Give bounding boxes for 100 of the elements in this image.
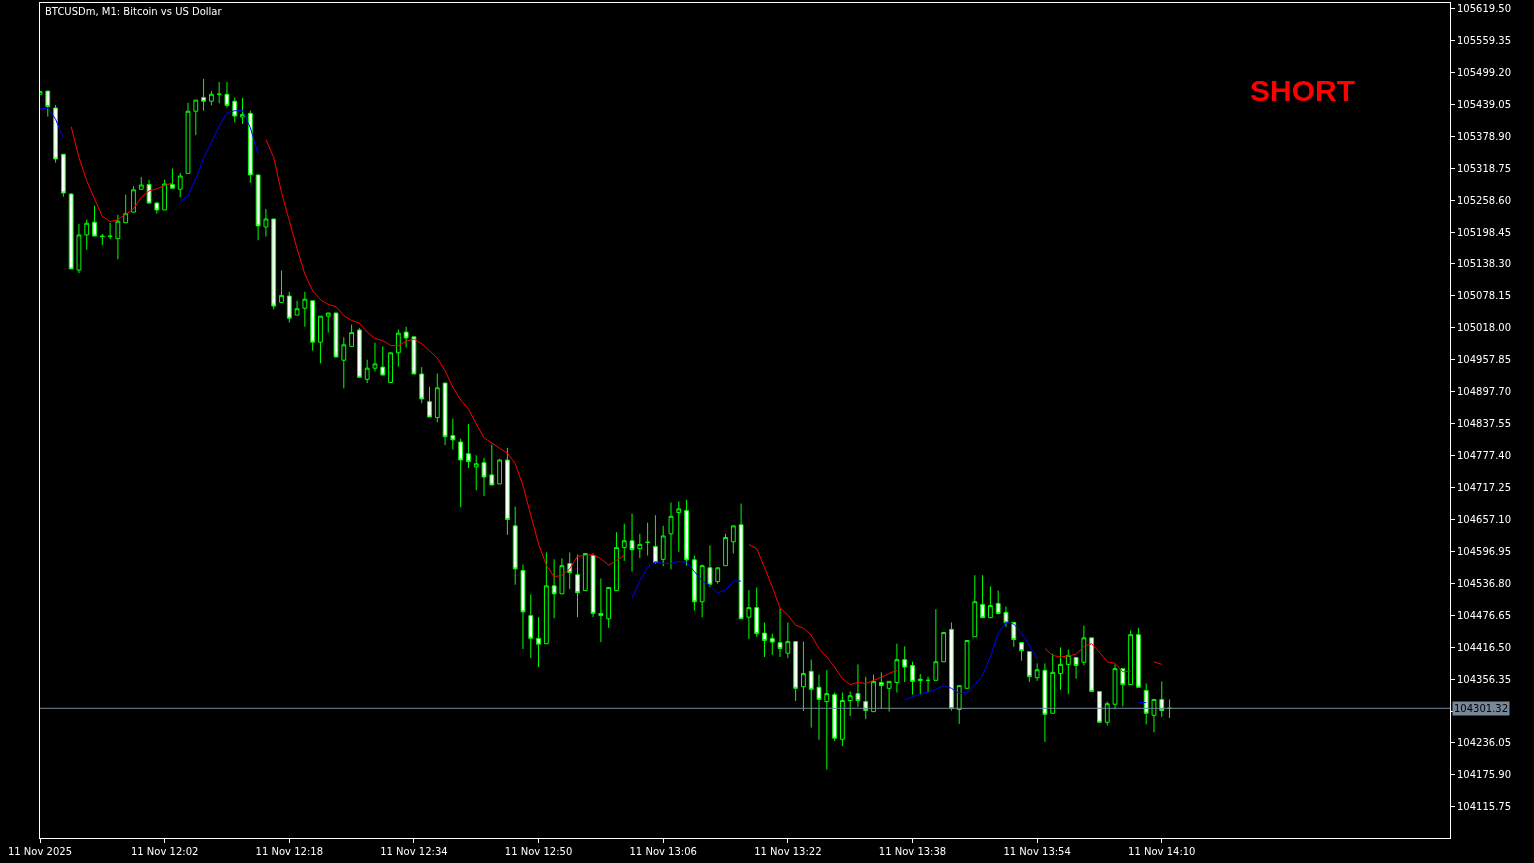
candlestick <box>730 525 736 554</box>
y-tick-label: 105018.00 <box>1457 322 1512 334</box>
y-tick-label: 104236.05 <box>1457 737 1512 749</box>
candlestick <box>208 90 214 106</box>
y-tick-label: 105078.15 <box>1457 290 1512 302</box>
candlestick <box>76 223 82 274</box>
candlestick <box>995 590 1001 616</box>
candlestick <box>582 552 588 592</box>
candlestick <box>941 632 947 663</box>
candlestick <box>1112 663 1118 711</box>
candlestick <box>1120 668 1126 707</box>
candlestick <box>1073 657 1079 680</box>
candlestick <box>1151 698 1157 733</box>
candlestick <box>1135 627 1141 688</box>
candlestick <box>949 621 954 712</box>
candlestick <box>754 586 760 638</box>
y-tick-label: 104356.35 <box>1457 673 1512 685</box>
candlestick <box>621 523 627 562</box>
candlestick <box>964 640 970 689</box>
y-tick-label: 104717.25 <box>1457 482 1512 493</box>
y-tick-label: 105138.30 <box>1457 258 1512 270</box>
candlestick <box>785 621 791 659</box>
x-tick-label: 11 Nov 12:02 <box>130 846 199 857</box>
candlestick <box>863 676 869 720</box>
candlestick <box>68 192 74 270</box>
candlestick <box>419 366 425 404</box>
x-tick-label: 11 Nov 12:18 <box>255 846 323 857</box>
candlestick <box>99 233 105 246</box>
candlestick <box>193 99 199 136</box>
candlestick <box>1097 690 1102 723</box>
candlestick <box>894 643 900 694</box>
y-tick-label: 105439.05 <box>1457 98 1512 110</box>
candlestick <box>520 564 526 650</box>
candlestick <box>512 506 518 586</box>
candlestick <box>839 692 845 747</box>
y-tick-label: 104777.40 <box>1457 450 1512 462</box>
y-tick-label: 105198.45 <box>1457 226 1512 238</box>
candlestick <box>154 201 160 215</box>
annotation: SHORT <box>1250 74 1355 107</box>
candlestick <box>372 342 378 372</box>
candlestick <box>653 514 658 565</box>
candlestick <box>777 608 783 658</box>
candlestick <box>816 673 822 741</box>
x-tick-label: 11 Nov 13:54 <box>1003 846 1071 857</box>
candlestick <box>559 557 565 595</box>
candlestick <box>847 690 853 717</box>
y-tick-label: 105499.20 <box>1457 66 1512 78</box>
candlestick <box>473 454 479 491</box>
candlestick <box>123 194 129 224</box>
candlestick <box>1034 662 1040 682</box>
candlestick <box>808 659 814 729</box>
candlestick <box>1128 629 1134 686</box>
candlestick <box>45 90 51 118</box>
x-tick-label: 11 Nov 12:34 <box>380 846 448 857</box>
candlestick <box>871 673 876 713</box>
candlestick <box>92 205 97 237</box>
candlestick <box>902 645 908 683</box>
candlestick <box>271 218 277 310</box>
candlestick <box>1026 651 1032 683</box>
candlestick <box>1159 680 1165 718</box>
candlestick <box>629 513 635 572</box>
candlestick <box>489 444 495 486</box>
candlestick <box>956 685 962 725</box>
candlestick <box>551 558 557 619</box>
candlestick <box>240 97 245 125</box>
y-tick-label: 104416.50 <box>1457 641 1512 653</box>
candlestick <box>575 554 580 618</box>
x-tick-label: 11 Nov 2025 <box>7 846 73 857</box>
y-tick-label: 104897.70 <box>1457 386 1512 398</box>
candlestick <box>933 608 939 681</box>
candlestick <box>388 352 393 384</box>
candlestick <box>738 503 744 620</box>
candlestick <box>1003 606 1009 628</box>
candlestick <box>115 214 121 260</box>
candlestick <box>247 110 253 184</box>
candlestick <box>185 102 191 174</box>
candlestick <box>356 327 362 378</box>
candlestick <box>824 669 830 771</box>
candlestick <box>590 552 596 618</box>
candlestick <box>1065 649 1071 695</box>
candlestick <box>987 585 993 619</box>
candlestick <box>263 208 269 238</box>
candlestick <box>886 680 892 713</box>
candlestick <box>536 616 541 668</box>
candlestick <box>131 185 136 213</box>
y-tick-label: 105258.60 <box>1457 194 1512 206</box>
candlestick <box>614 531 619 592</box>
candlestick <box>216 81 222 104</box>
candlestick <box>1042 662 1048 743</box>
candlestick <box>855 663 861 708</box>
candlestick <box>53 104 58 164</box>
ref-line-label: 104301.32 <box>1454 703 1509 714</box>
candlestick <box>310 300 316 352</box>
candlestick <box>1104 701 1110 726</box>
candlestick <box>349 324 355 347</box>
candlestick <box>684 499 689 567</box>
candlestick <box>980 574 986 619</box>
candlestick <box>762 621 767 658</box>
candlestick <box>504 447 510 536</box>
candlestick <box>543 551 549 645</box>
